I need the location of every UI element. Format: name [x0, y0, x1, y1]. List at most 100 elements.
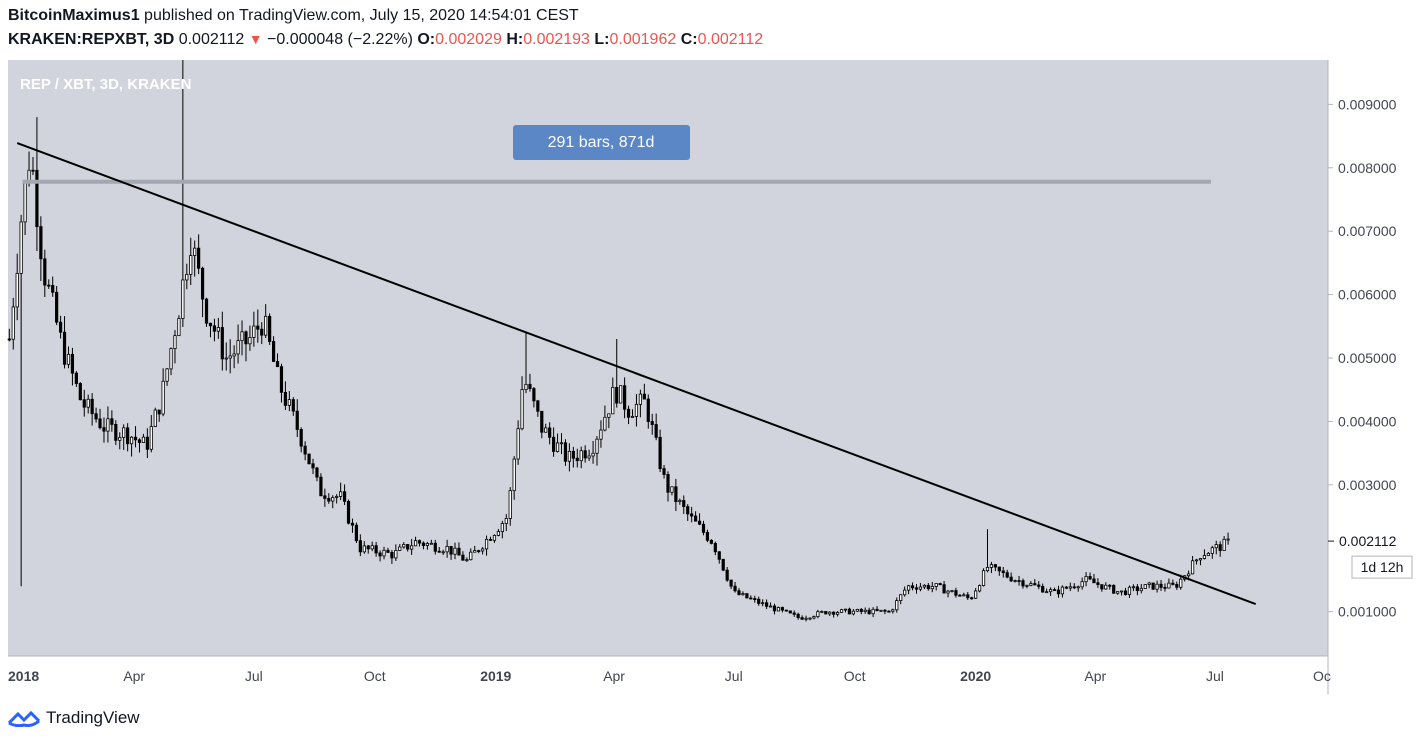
- candle-body: [200, 267, 205, 300]
- time-tick-label: Apr: [123, 668, 145, 684]
- price-tick-label: 0.004000: [1338, 413, 1397, 429]
- candle-body: [1187, 573, 1191, 577]
- candle-body: [161, 380, 165, 415]
- candle-body: [512, 458, 516, 492]
- candle-body: [1096, 582, 1100, 586]
- price-axis[interactable]: [1328, 60, 1420, 694]
- candle-body: [772, 605, 777, 612]
- candle-body: [824, 611, 828, 615]
- candle-body: [394, 550, 398, 559]
- candle-body: [47, 284, 51, 287]
- candle-body: [690, 513, 694, 517]
- price-ticks: 0.009000 0.008000 0.007000 0.006000 0.005000…: [1328, 96, 1397, 620]
- candle-body: [149, 426, 153, 450]
- candle-body: [899, 594, 903, 601]
- candle-body: [591, 452, 595, 457]
- candle-body: [579, 450, 583, 462]
- candle-body: [520, 389, 524, 430]
- candle-body: [1041, 586, 1045, 593]
- candle-body: [1116, 591, 1120, 594]
- candle-body: [863, 609, 867, 612]
- candle-body: [1088, 576, 1092, 580]
- time-ticks: 2018 Apr Jul Oct 2019 Apr Jul Oct 2020 Apr Jul Oc: [8, 668, 1331, 684]
- candle-body: [204, 298, 209, 324]
- candle-body: [35, 169, 39, 228]
- candle-body: [189, 255, 193, 275]
- candle-body: [1179, 578, 1183, 588]
- candle-body: [504, 518, 508, 524]
- candle-body: [1190, 560, 1195, 575]
- candle-body: [1171, 582, 1175, 585]
- candle-body: [918, 586, 923, 590]
- candle-body: [1143, 584, 1147, 589]
- candle-body: [1214, 544, 1218, 549]
- candle-body: [157, 409, 161, 415]
- candle-body: [1139, 588, 1143, 592]
- candle-body: [1159, 583, 1163, 588]
- price-tick-label: 0.003000: [1338, 477, 1397, 493]
- candle-body: [453, 547, 457, 555]
- candle-body: [623, 385, 627, 410]
- candle-body: [43, 258, 47, 286]
- down-arrow-icon: ▼: [248, 31, 263, 47]
- candle-body: [784, 609, 788, 612]
- candle-body: [66, 353, 71, 365]
- candle-body: [548, 427, 552, 438]
- candle-body: [327, 498, 331, 502]
- candle-body: [303, 445, 307, 455]
- candle-body: [611, 387, 615, 415]
- candle-body: [236, 340, 240, 355]
- candle-body: [970, 597, 974, 600]
- candle-body: [761, 602, 765, 605]
- candle-body: [141, 436, 146, 443]
- candle-body: [832, 611, 836, 615]
- published-text: published on TradingView.com, July 15, 2…: [144, 7, 579, 24]
- candle-body: [1167, 582, 1171, 589]
- candle-body: [993, 564, 997, 568]
- candle-body: [571, 450, 575, 459]
- author-name[interactable]: BitcoinMaximus1: [8, 7, 140, 24]
- candle-body: [658, 436, 662, 470]
- candle-body: [51, 285, 55, 293]
- candle-body: [421, 542, 426, 546]
- candle-body: [776, 607, 781, 612]
- candle-body: [1001, 570, 1005, 574]
- candle-body: [1175, 584, 1179, 588]
- candle-body: [177, 318, 181, 337]
- candle-body: [540, 410, 544, 433]
- trendline[interactable]: [16, 142, 1257, 605]
- candle-body: [169, 348, 173, 370]
- candle-body: [279, 366, 284, 393]
- candle-body: [457, 547, 461, 556]
- candle-body: [654, 424, 658, 438]
- open-label: O:: [417, 31, 436, 48]
- candle-body: [283, 391, 288, 406]
- candle-body: [496, 531, 500, 536]
- candle-body: [630, 416, 635, 418]
- candle-body: [1194, 559, 1199, 562]
- candle-body: [595, 438, 599, 454]
- candle-body: [867, 609, 871, 615]
- candle-body: [855, 608, 859, 612]
- candle-body: [208, 322, 213, 327]
- candle-body: [910, 585, 915, 589]
- candle-body: [646, 398, 650, 422]
- range-badge[interactable]: [513, 125, 690, 160]
- candle-body: [224, 357, 228, 360]
- candle-body: [674, 486, 678, 503]
- candle-body: [650, 421, 654, 425]
- price-tick-label: 0.009000: [1338, 96, 1397, 112]
- candle-body: [406, 544, 410, 550]
- time-axis[interactable]: [8, 656, 1328, 694]
- candle-body: [197, 247, 201, 269]
- candle-body: [962, 594, 966, 597]
- candle-body: [366, 545, 370, 550]
- candle-body: [1056, 589, 1061, 595]
- candle-body: [1064, 586, 1068, 589]
- candle-body: [39, 226, 43, 260]
- candle-body: [1052, 589, 1057, 592]
- candle-body: [524, 383, 528, 390]
- tradingview-brand[interactable]: TradingView: [8, 708, 140, 728]
- time-tick-label: 2019: [480, 668, 511, 684]
